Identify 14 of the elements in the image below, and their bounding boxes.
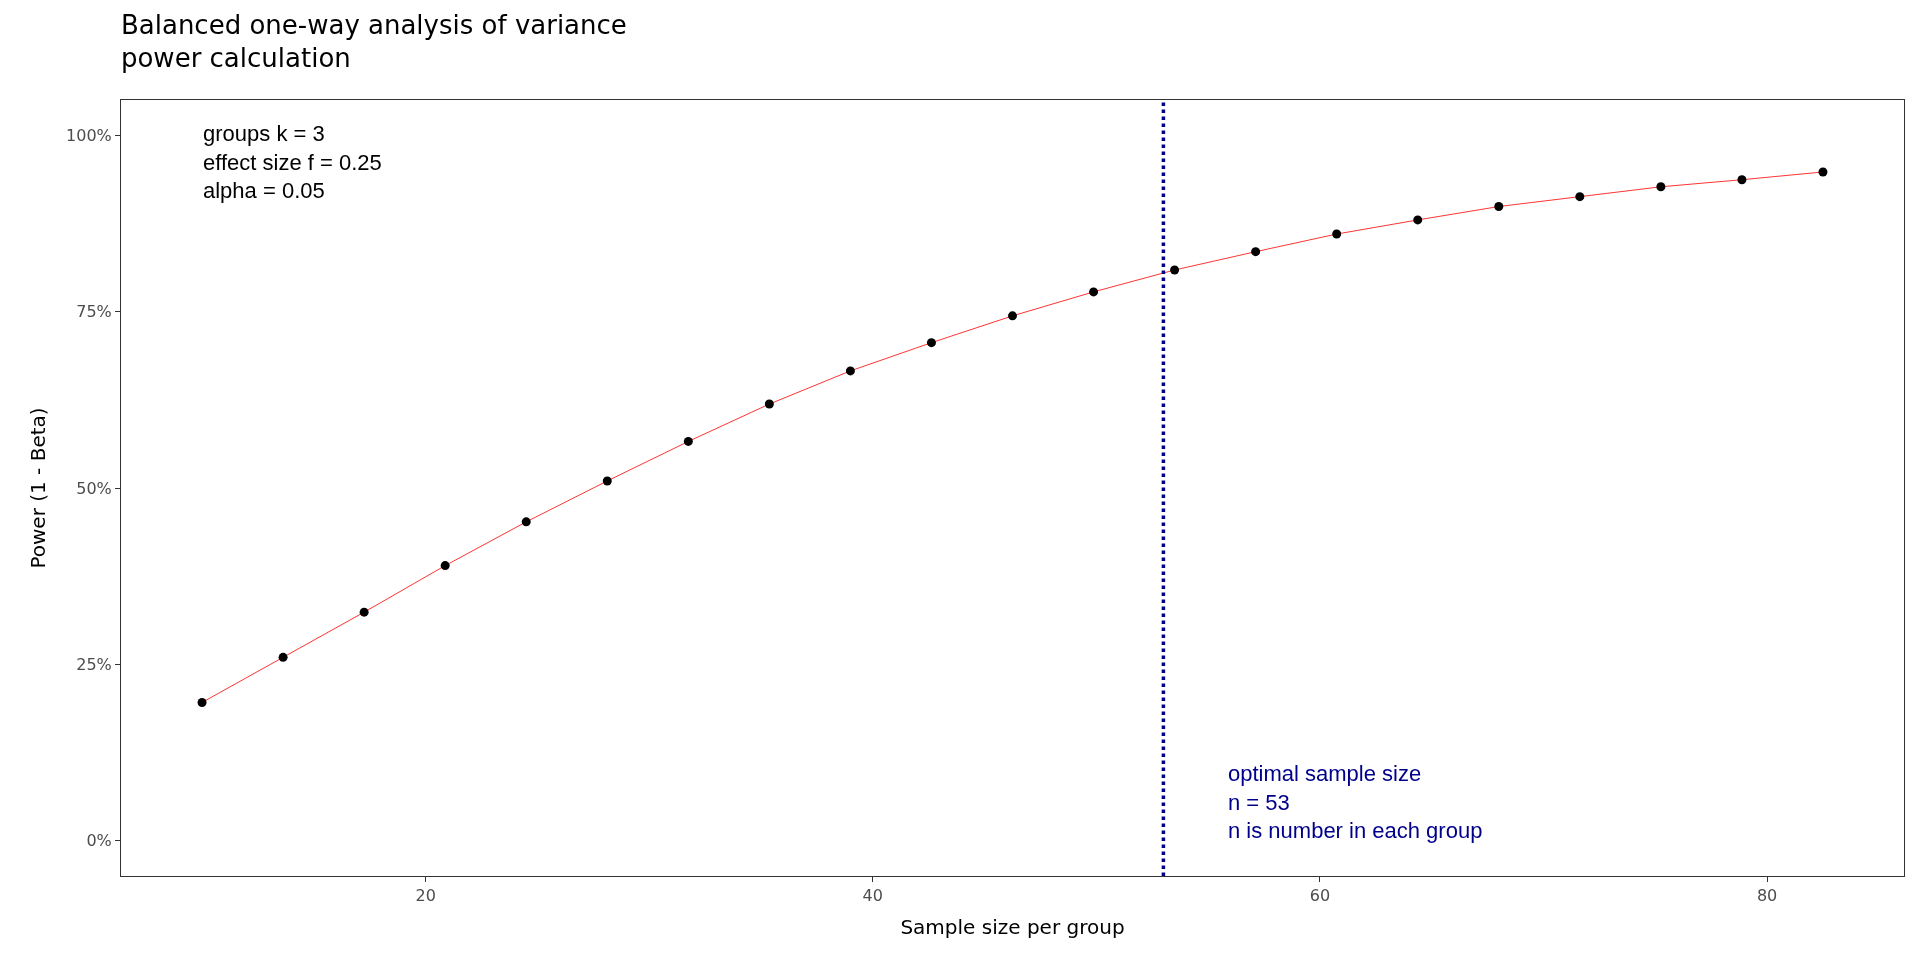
- y-tick-label: 0%: [86, 831, 112, 851]
- x-tick-label: 60: [1309, 886, 1331, 906]
- y-tick-label: 25%: [76, 654, 112, 674]
- chart-title: Balanced one-way analysis of variance power calculation: [120, 9, 627, 74]
- annotation: groups k = 3 effect size f = 0.25 alpha = 0.05: [203, 121, 382, 204]
- x-axis-title: Sample size per group: [900, 914, 1125, 939]
- ref-line-label: optimal sample size n = 53 n is number in each group: [1228, 761, 1483, 844]
- x-tick-label: 40: [862, 886, 883, 906]
- y-tick-label: 100%: [66, 125, 112, 145]
- y-tick-label: 50%: [76, 478, 112, 498]
- y-axis-title: Power (1 - Beta): [25, 407, 50, 569]
- x-tick-label: 80: [1756, 886, 1778, 906]
- x-tick-label: 20: [415, 886, 436, 906]
- y-tick-label: 75%: [76, 302, 112, 322]
